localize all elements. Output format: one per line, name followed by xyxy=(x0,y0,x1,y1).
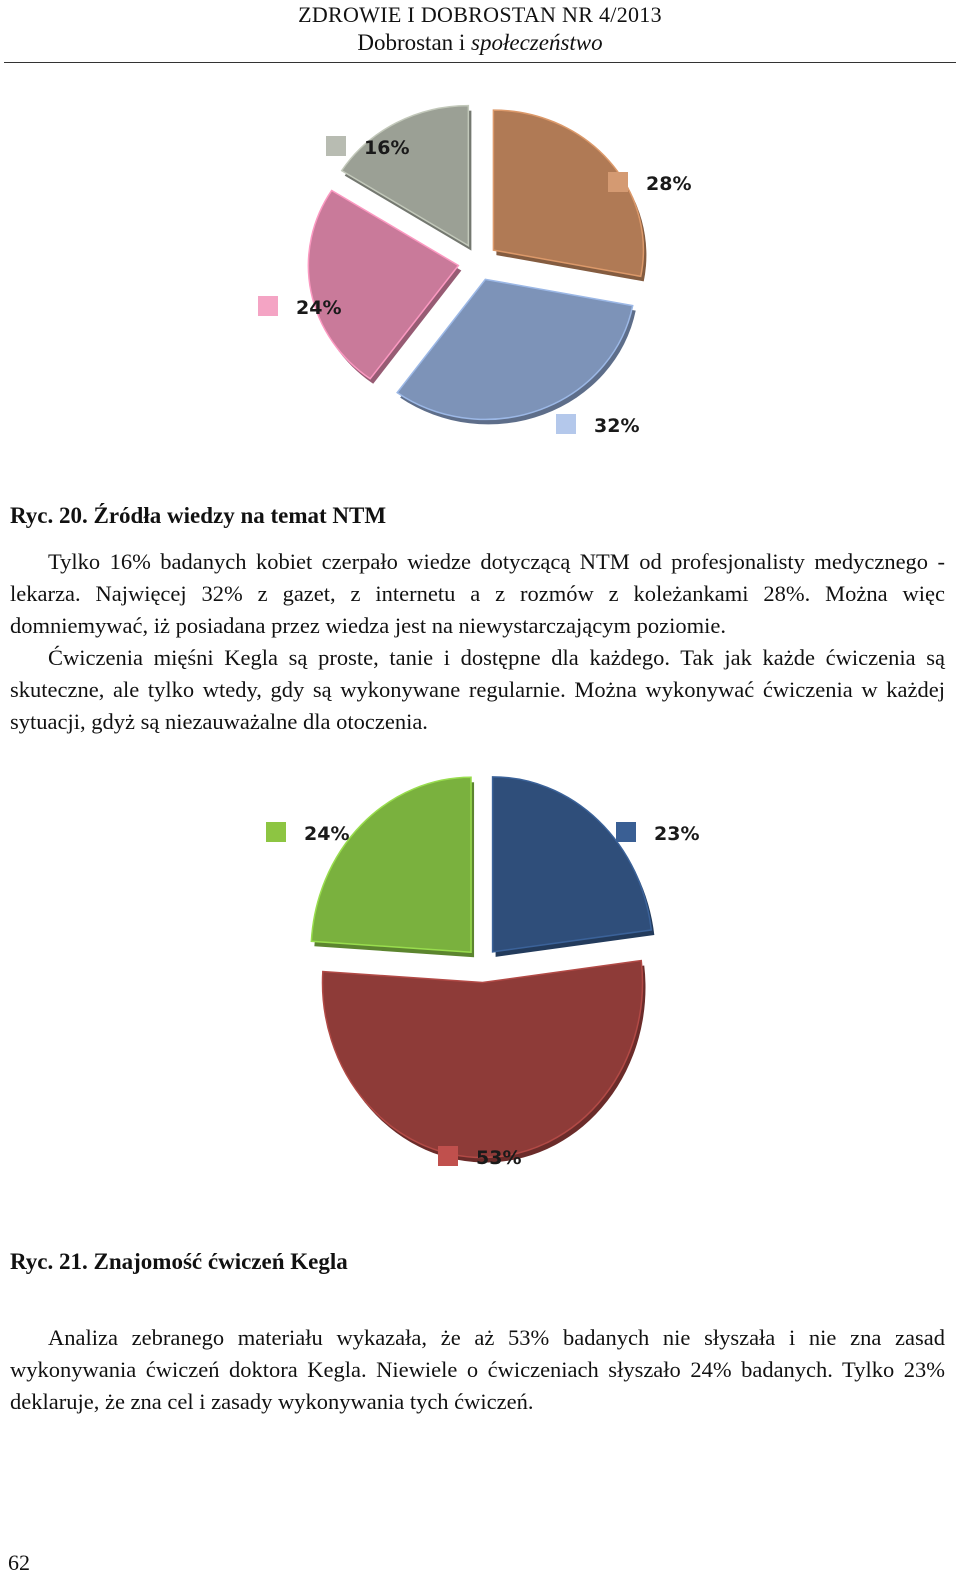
legend-swatch-1 xyxy=(556,414,576,434)
pie-slice-2 xyxy=(307,189,460,380)
slice-label-0: 23% xyxy=(654,823,699,845)
legend-swatch-0 xyxy=(608,172,628,192)
pie-chart-kegel-knowledge: 23% 53% 24% xyxy=(266,776,699,1169)
pie-slice-1 xyxy=(321,959,644,1159)
paragraph-2: Analiza zebranego materiału wykazała, że… xyxy=(10,1322,945,1418)
slice-label-1: 32% xyxy=(594,415,639,437)
slice-label-2: 24% xyxy=(296,297,341,319)
slice-label-1: 53% xyxy=(476,1147,521,1169)
slice-label-2: 24% xyxy=(304,823,349,845)
figure-21-caption: Ryc. 21. Znajomość ćwiczeń Kegla xyxy=(10,1249,348,1274)
slice-label-0: 28% xyxy=(646,173,691,195)
pie-slice-1 xyxy=(396,278,634,421)
paragraph-2-text: Analiza zebranego materiału wykazała, że… xyxy=(10,1325,945,1414)
figure-20-caption: Ryc. 20. Źródła wiedzy na temat NTM xyxy=(10,503,387,528)
paragraph-1: Tylko 16% badanych kobiet czerpało wiedz… xyxy=(10,546,945,738)
legend-swatch-0 xyxy=(616,822,636,842)
legend-swatch-1 xyxy=(438,1146,458,1166)
legend-swatch-2 xyxy=(266,822,286,842)
pie-slice-0 xyxy=(491,776,653,953)
section-title: Dobrostan i społeczeństwo xyxy=(357,30,603,55)
paragraph-1-part-a: Tylko 16% badanych kobiet czerpało wiedz… xyxy=(10,549,945,638)
pie-slice-3 xyxy=(340,104,470,247)
pie-slice-2 xyxy=(310,776,472,954)
slice-label-3: 16% xyxy=(364,137,409,159)
pie-slice-0 xyxy=(492,109,645,278)
page-number: 62 xyxy=(8,1550,30,1575)
legend-swatch-3 xyxy=(326,136,346,156)
legend-swatch-2 xyxy=(258,296,278,316)
pie-chart-knowledge-sources: 28% 32% 24% 16% xyxy=(258,104,691,437)
header-rule xyxy=(4,62,956,63)
journal-title: ZDROWIE I DOBROSTAN NR 4/2013 xyxy=(298,2,662,27)
paragraph-1-part-b: Ćwiczenia mięśni Kegla są proste, tanie … xyxy=(10,645,945,734)
